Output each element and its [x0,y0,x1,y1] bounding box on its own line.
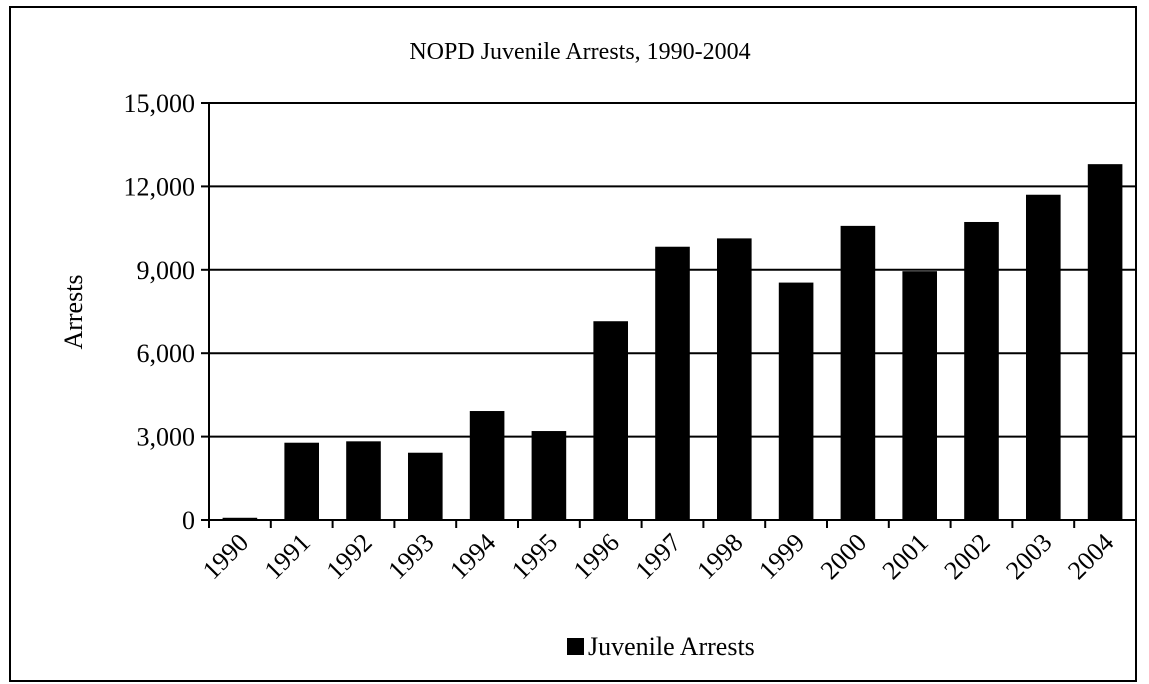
bar-2001 [902,271,938,520]
bar-2004 [1087,164,1123,520]
x-tick-label: 2002 [938,528,995,585]
y-axis-label: Arrests [59,274,88,349]
x-tick-label: 2000 [815,528,872,585]
x-tick-label: 1997 [629,528,686,585]
x-tick-label: 1991 [259,528,316,585]
bar-1992 [346,441,381,520]
y-tick-label: 12,000 [124,172,196,201]
legend-label: Juvenile Arrests [588,632,755,661]
y-tick-label: 9,000 [137,256,196,285]
x-tick-label: 1995 [506,528,563,585]
bar-2000 [840,225,876,520]
bar-1996 [593,321,629,520]
bar-1997 [655,246,690,520]
x-tick-label: 1996 [568,528,625,585]
x-tick-label: 1992 [320,528,377,585]
bars [222,164,1123,521]
bar-1999 [778,282,814,520]
x-tick-label: 1993 [382,528,439,585]
x-tick-label: 1999 [753,528,810,585]
bar-2003 [1025,194,1061,521]
x-tick-label: 2004 [1062,528,1119,585]
x-tick-label: 2001 [877,528,934,585]
y-tick-label: 0 [182,506,195,535]
legend: Juvenile Arrests [567,632,755,661]
y-tick-label: 15,000 [124,89,196,118]
bar-1991 [284,442,320,520]
bar-1990 [222,517,258,520]
bar-1993 [407,452,443,520]
axes [201,102,1137,528]
y-tick-label: 3,000 [137,423,196,452]
chart-title: NOPD Juvenile Arrests, 1990-2004 [409,39,750,65]
bar-1995 [531,431,567,520]
bar-2002 [964,221,999,520]
x-tick-label: 2003 [1000,528,1057,585]
legend-swatch [567,638,584,655]
x-tick-labels: 1990 1991 1992 1993 1994 1995 1996 1997 1998 1999… [197,528,1119,585]
y-tick-labels: 0 3,000 6,000 9,000 12,000 15,000 [124,89,196,535]
bar-1998 [716,238,752,521]
chart-frame [9,6,1137,682]
x-tick-label: 1998 [691,528,748,585]
y-tick-label: 6,000 [137,339,196,368]
x-tick-label: 1990 [197,528,254,585]
bar-1994 [469,411,505,520]
x-tick-label: 1994 [444,528,501,585]
